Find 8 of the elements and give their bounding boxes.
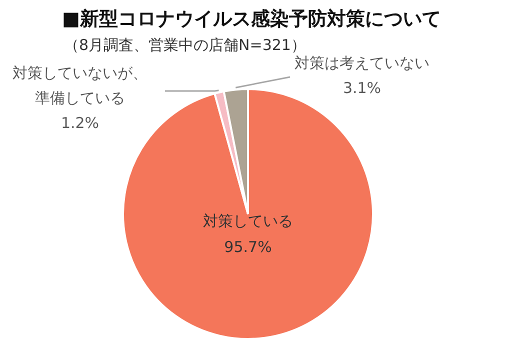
slice-label: 対策していないが、準備している	[12, 64, 148, 107]
slice-label: 対策している	[203, 212, 293, 230]
chart-subtitle: （8月調査、営業中の店舗N=321）	[64, 36, 306, 55]
chart-title: ■新型コロナウイルス感染予防対策について	[62, 7, 441, 32]
data-label: 95.7%	[224, 238, 272, 256]
data-label: 3.1%	[342, 78, 382, 97]
slice-label: 対策は考えていない	[294, 54, 430, 72]
data-label: 1.2%	[60, 114, 100, 132]
